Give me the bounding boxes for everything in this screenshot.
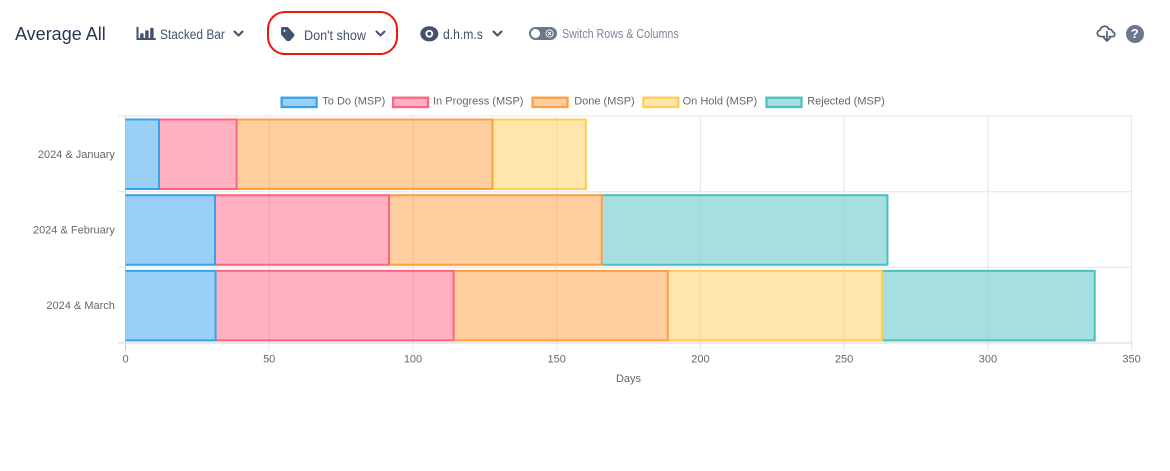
svg-text:0: 0 [122,353,128,365]
svg-text:2024 & March: 2024 & March [46,300,114,312]
svg-text:On Hold (MSP): On Hold (MSP) [683,96,758,108]
svg-text:Rejected (MSP): Rejected (MSP) [807,96,885,108]
svg-text:2024 & January: 2024 & January [38,149,116,161]
svg-text:Days: Days [616,373,642,385]
svg-text:50: 50 [263,353,275,365]
svg-text:200: 200 [691,353,709,365]
svg-text:150: 150 [548,353,566,365]
svg-text:2024 & February: 2024 & February [33,225,115,237]
svg-text:In Progress (MSP): In Progress (MSP) [433,96,523,108]
svg-text:100: 100 [404,353,422,365]
svg-text:350: 350 [1122,353,1140,365]
svg-text:Done (MSP): Done (MSP) [574,96,635,108]
svg-text:250: 250 [835,353,853,365]
svg-text:300: 300 [979,353,997,365]
svg-text:To Do (MSP): To Do (MSP) [322,96,385,108]
